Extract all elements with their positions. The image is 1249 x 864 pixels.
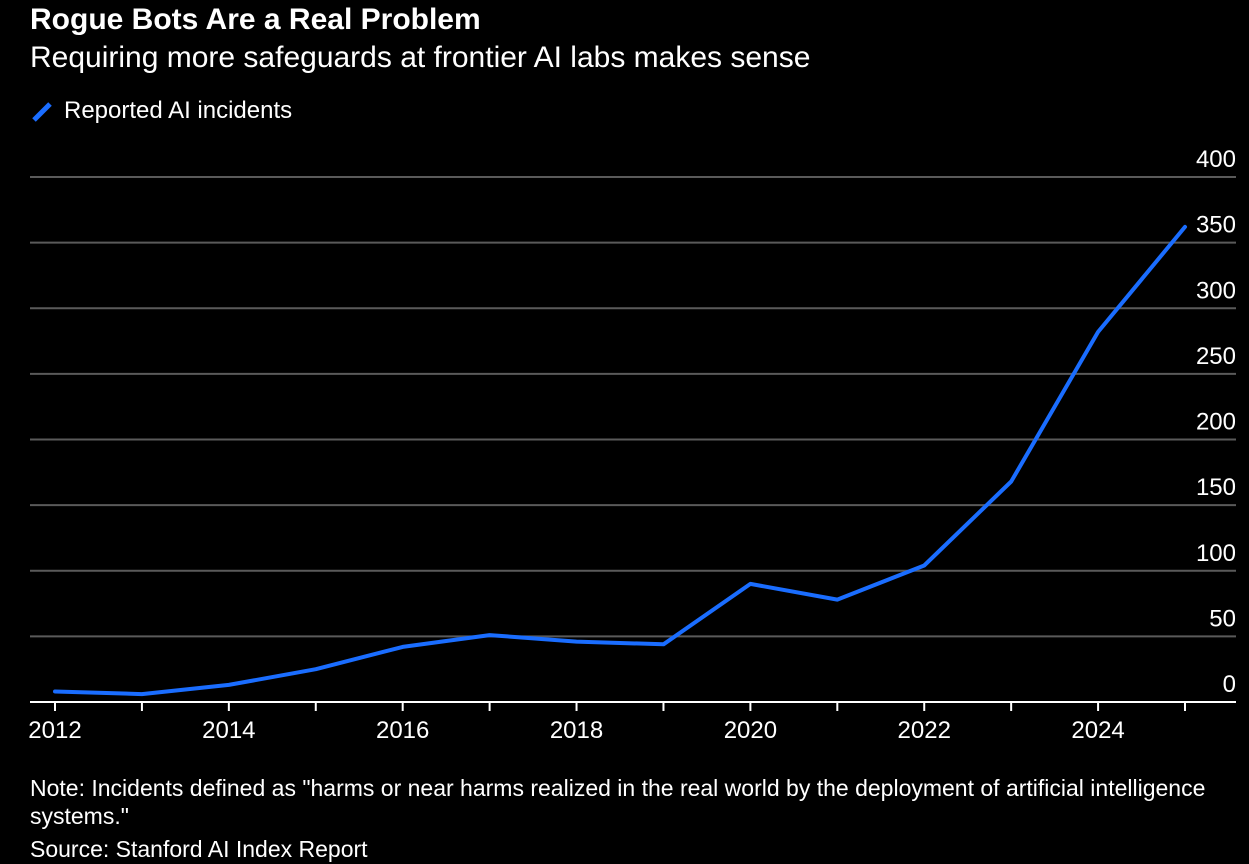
chart-subtitle: Requiring more safeguards at frontier AI… bbox=[30, 41, 811, 74]
x-axis-tick-labels: 2012 2014 2016 2018 2020 2022 2024 bbox=[28, 717, 1124, 744]
data-point-2015 bbox=[314, 667, 318, 671]
x-axis bbox=[30, 701, 1236, 711]
legend-label: Reported AI incidents bbox=[64, 97, 293, 124]
data-point-2022 bbox=[922, 564, 926, 568]
series bbox=[53, 224, 1187, 697]
x-tick-label-2014: 2014 bbox=[202, 717, 255, 744]
x-tick-label-2024: 2024 bbox=[1071, 717, 1124, 744]
y-tick-label-100: 100 bbox=[1196, 540, 1236, 567]
data-point-2021 bbox=[835, 598, 839, 602]
x-tick-label-2018: 2018 bbox=[550, 717, 603, 744]
data-point-2012 bbox=[53, 690, 57, 694]
data-point-2023 bbox=[1009, 480, 1013, 484]
data-point-2024 bbox=[1096, 330, 1100, 334]
data-point-2014 bbox=[227, 683, 231, 687]
y-tick-label-0: 0 bbox=[1223, 671, 1236, 698]
chart-note: Note: Incidents defined as "harms or nea… bbox=[30, 775, 1206, 829]
y-axis-tick-labels: 0 50 100 150 200 250 300 350 400 bbox=[1196, 146, 1236, 698]
legend-line-icon bbox=[32, 102, 52, 122]
y-tick-label-350: 350 bbox=[1196, 212, 1236, 239]
x-tick-label-2016: 2016 bbox=[376, 717, 429, 744]
data-point-2025 bbox=[1183, 225, 1187, 229]
data-point-2019 bbox=[661, 642, 665, 646]
x-tick-label-2020: 2020 bbox=[724, 717, 777, 744]
series-line-reported-ai-incidents bbox=[53, 224, 1187, 697]
y-tick-label-250: 250 bbox=[1196, 343, 1236, 370]
y-tick-label-400: 400 bbox=[1196, 146, 1236, 173]
x-tick-label-2022: 2022 bbox=[898, 717, 951, 744]
data-point-2018 bbox=[575, 640, 579, 644]
chart-source: Source: Stanford AI Index Report bbox=[30, 836, 368, 862]
y-tick-label-200: 200 bbox=[1196, 409, 1236, 436]
data-point-2013 bbox=[140, 692, 144, 696]
x-tick-label-2012: 2012 bbox=[28, 717, 81, 744]
data-point-2020 bbox=[748, 582, 752, 586]
y-tick-label-300: 300 bbox=[1196, 277, 1236, 304]
legend: Reported AI incidents bbox=[30, 96, 292, 126]
data-point-2017 bbox=[488, 633, 492, 637]
data-point-2016 bbox=[401, 645, 405, 649]
y-tick-label-150: 150 bbox=[1196, 474, 1236, 501]
chart-title: Rogue Bots Are a Real Problem bbox=[30, 3, 481, 36]
y-tick-label-50: 50 bbox=[1209, 605, 1236, 632]
